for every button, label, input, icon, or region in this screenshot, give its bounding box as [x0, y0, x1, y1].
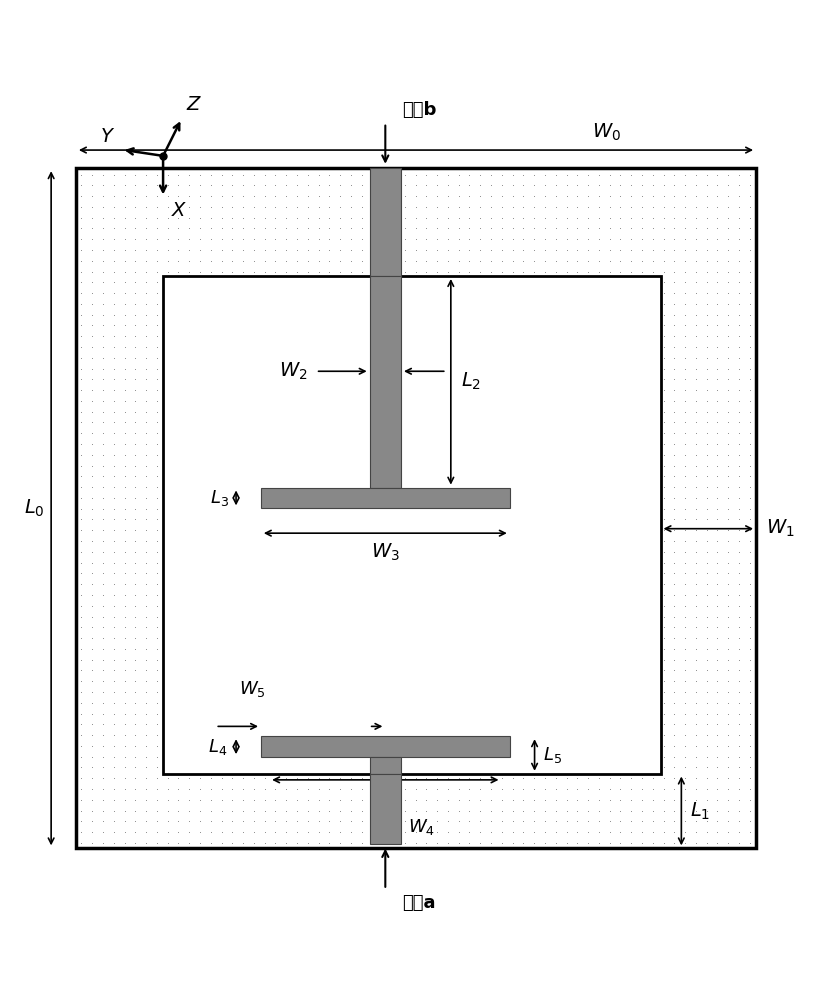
Text: $L_0$: $L_0$	[24, 498, 44, 519]
Text: 端口b: 端口b	[402, 101, 436, 119]
Text: $L_3$: $L_3$	[210, 488, 230, 508]
Text: $W_0$: $W_0$	[592, 122, 621, 143]
Bar	[261, 488, 510, 508]
Bar	[369, 276, 401, 488]
Text: $L_5$: $L_5$	[542, 745, 562, 765]
Bar	[163, 276, 661, 774]
Bar	[369, 168, 401, 276]
Text: $W_1$: $W_1$	[766, 518, 795, 539]
Text: $Z$: $Z$	[186, 95, 202, 114]
Text: $W_4$: $W_4$	[408, 817, 435, 837]
Bar	[261, 736, 510, 757]
Text: $L_4$: $L_4$	[209, 737, 228, 757]
Text: $L_2$: $L_2$	[461, 371, 481, 392]
Text: $X$: $X$	[171, 201, 188, 220]
Bar	[369, 757, 401, 774]
Text: $W_2$: $W_2$	[279, 361, 307, 382]
Text: $W_3$: $W_3$	[371, 541, 399, 563]
Bar	[369, 774, 401, 844]
Text: $L_1$: $L_1$	[690, 800, 710, 822]
Text: 端口a: 端口a	[402, 894, 435, 912]
Bar	[76, 168, 756, 848]
Text: $Y$: $Y$	[100, 127, 115, 146]
Text: $W_5$: $W_5$	[240, 679, 266, 699]
